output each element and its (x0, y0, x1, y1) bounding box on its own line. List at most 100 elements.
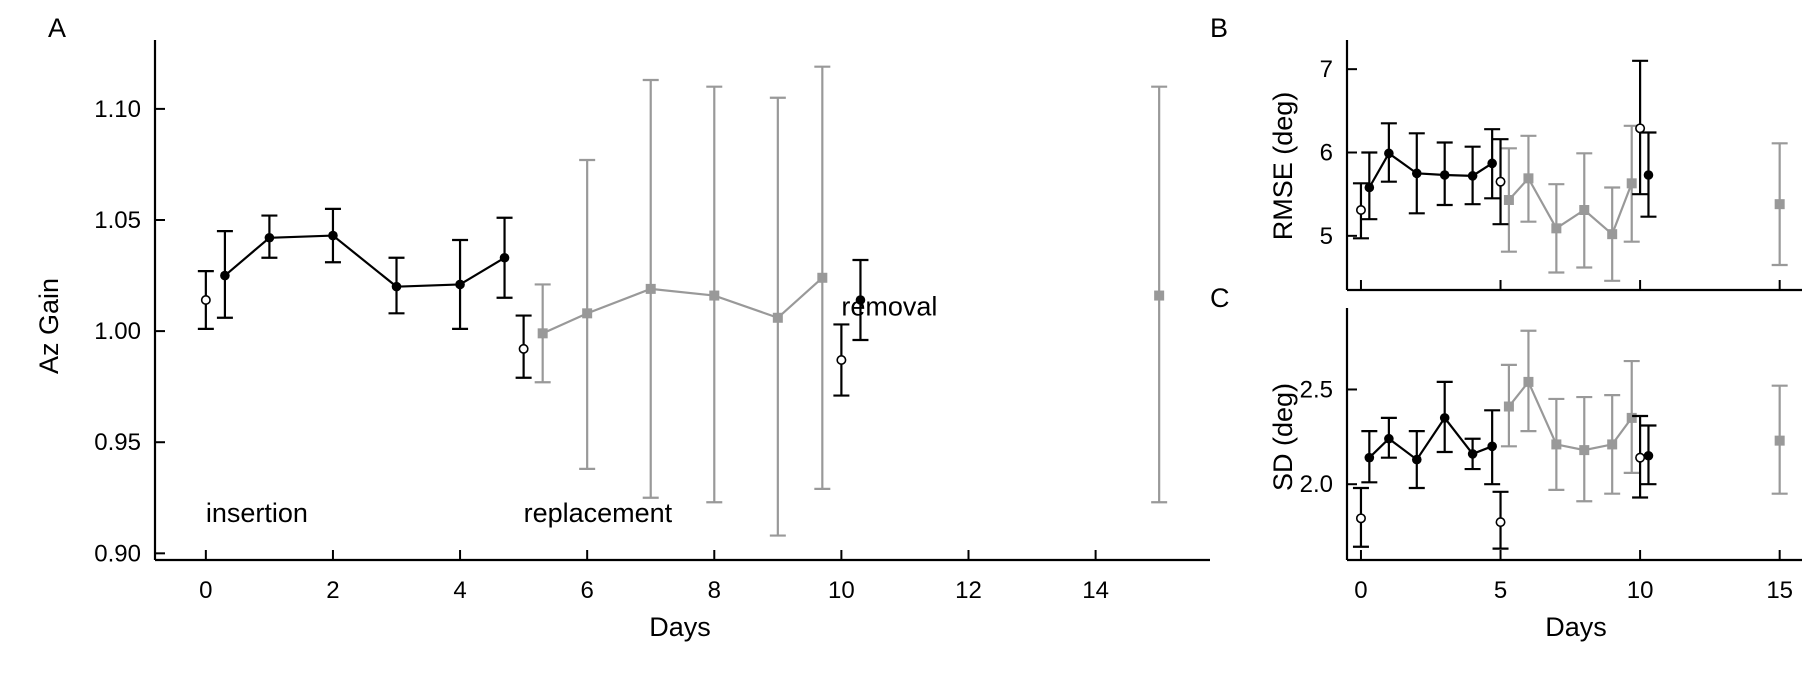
x-tick-label-a: 0 (199, 577, 212, 604)
series-a-gray-square (1151, 85, 1168, 504)
y-tick-label-b: 7 (1320, 56, 1333, 83)
data-point-filled-b (1411, 168, 1422, 179)
data-point-filled-b (1384, 148, 1394, 159)
panel-letter-a: A (48, 13, 66, 43)
annotation-insertion: insertion (206, 498, 308, 528)
data-point-square-a (1154, 290, 1165, 301)
series-b-gray-square-line (1500, 124, 1640, 282)
data-point-open-a (518, 343, 529, 354)
panel-letter-b: B (1210, 13, 1228, 43)
data-point-square-c (1774, 435, 1785, 446)
y-tick-label-a: 0.95 (94, 429, 141, 456)
data-point-square-b (1626, 178, 1637, 189)
data-point-filled-b (1643, 170, 1654, 180)
data-point-filled-c (1487, 441, 1497, 452)
panel-letter-c: C (1210, 283, 1230, 313)
panel-c: C SD (deg) Days 2.0 2.5 0 5 10 15 (1210, 283, 1802, 642)
data-point-filled-a (264, 232, 275, 243)
data-point-filled-b (1487, 158, 1497, 169)
series-line-a (224, 234, 506, 288)
x-tick-label-c: 5 (1494, 577, 1507, 604)
x-tick-label-c: 0 (1354, 577, 1367, 604)
x-tick-label-a: 12 (955, 577, 982, 604)
y-axis-title-a: Az Gain (34, 278, 64, 374)
data-point-filled-b (1364, 182, 1375, 193)
data-point-filled-a (328, 230, 338, 241)
data-point-open-b (1355, 205, 1366, 216)
data-point-filled-a (855, 295, 866, 305)
data-point-open-a (836, 354, 847, 365)
data-point-filled-c (1364, 452, 1375, 463)
data-point-square-b (1523, 173, 1534, 184)
x-tick-label-a: 2 (326, 577, 339, 604)
x-axis-title-a: Days (649, 612, 711, 642)
data-point-filled-a (391, 281, 402, 292)
x-tick-label-a: 8 (708, 577, 721, 604)
series-a-gray-square-line (534, 65, 831, 537)
data-point-square-b (1503, 195, 1514, 205)
y-axis-title-c: SD (deg) (1268, 383, 1298, 491)
x-tick-label-a: 10 (828, 577, 855, 604)
data-point-square-a (709, 290, 720, 301)
data-point-square-b (1551, 223, 1562, 234)
x-tick-label-a: 6 (580, 577, 593, 604)
data-point-square-a (537, 328, 548, 339)
data-point-square-c (1579, 445, 1590, 456)
series-c-black-filled (1640, 424, 1657, 486)
series-b-gray-square (1771, 142, 1788, 267)
series-a-black-filled (852, 258, 869, 342)
data-point-filled-c (1643, 450, 1654, 461)
data-point-open-b (1495, 176, 1506, 187)
data-point-open-c (1635, 452, 1646, 463)
x-tick-label-a: 4 (453, 577, 466, 604)
data-point-open-b (1635, 123, 1646, 134)
data-point-square-b (1607, 229, 1618, 240)
series-b-black-open (1352, 59, 1649, 240)
series-a-black-filled-line (216, 207, 513, 330)
data-point-filled-c (1467, 449, 1478, 459)
series-b-black-filled-line (1361, 122, 1501, 221)
series-c-black-open (1352, 414, 1649, 550)
y-tick-label-b: 6 (1320, 140, 1333, 167)
series-c-black-filled-line (1361, 380, 1501, 490)
series-line-a (542, 276, 824, 335)
data-point-square-b (1774, 199, 1785, 210)
data-point-filled-b (1467, 171, 1478, 181)
data-point-open-c (1495, 517, 1506, 528)
data-point-square-c (1607, 439, 1618, 450)
y-axis-title-b: RMSE (deg) (1268, 92, 1298, 241)
y-tick-label-a: 0.90 (94, 540, 141, 567)
data-point-filled-c (1439, 413, 1450, 423)
data-point-square-c (1551, 439, 1562, 450)
data-point-square-a (772, 312, 783, 323)
data-point-square-a (582, 308, 593, 319)
series-c-gray-square (1771, 384, 1788, 495)
data-point-open-c (1355, 513, 1366, 524)
panel-a: A Az Gain Days 0.90 0.95 1.00 1.05 1.10 0 2 4 6 8… (34, 13, 1210, 642)
data-point-square-c (1523, 376, 1534, 387)
y-tick-label-a: 1.00 (94, 318, 141, 345)
y-tick-label-a: 1.10 (94, 96, 141, 123)
x-tick-label-c: 10 (1627, 577, 1654, 604)
panel-b: B RMSE (deg) 5 6 7 (1210, 13, 1802, 292)
x-tick-label-a: 14 (1082, 577, 1109, 604)
series-b-black-filled (1640, 131, 1657, 218)
series-c-gray-square-line (1500, 329, 1640, 503)
data-point-square-c (1503, 401, 1514, 412)
y-tick-label-a: 1.05 (94, 207, 141, 234)
x-tick-label-c: 15 (1766, 577, 1793, 604)
data-point-filled-a (220, 270, 230, 281)
y-tick-label-c: 2.0 (1300, 471, 1333, 498)
y-tick-label-b: 5 (1320, 223, 1333, 250)
data-point-open-a (200, 294, 211, 305)
annotation-removal: removal (841, 292, 937, 322)
annotation-replacement: replacement (524, 498, 673, 528)
x-axis-title-c: Days (1545, 612, 1607, 642)
y-tick-label-c: 2.5 (1300, 376, 1333, 403)
series-a-black-open (197, 270, 850, 397)
data-point-filled-a (455, 279, 465, 290)
data-point-filled-c (1411, 454, 1422, 465)
data-point-square-b (1579, 205, 1590, 215)
data-point-filled-b (1439, 170, 1450, 180)
